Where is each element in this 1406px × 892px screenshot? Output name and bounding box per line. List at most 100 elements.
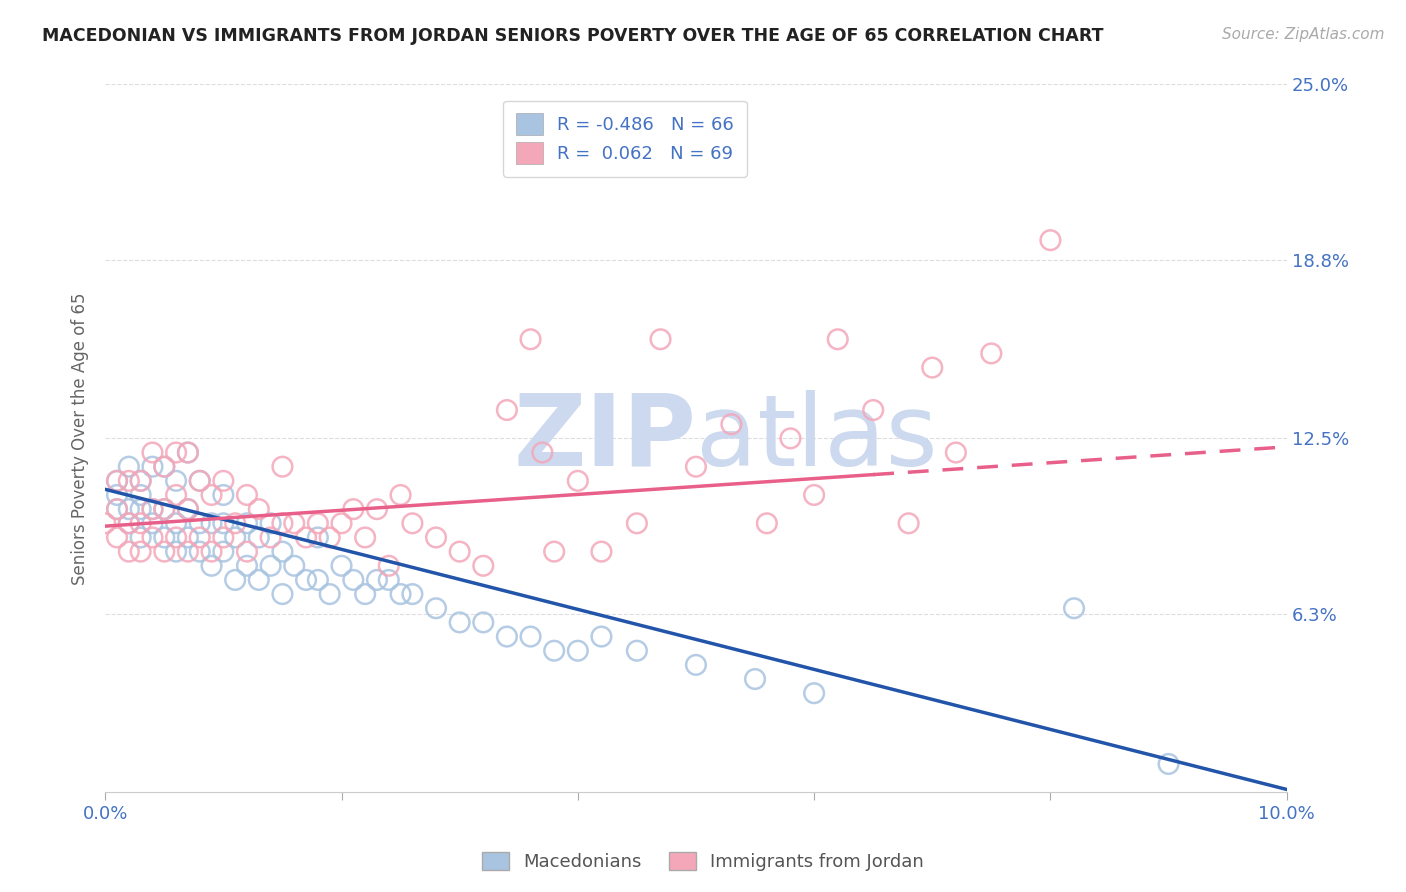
Point [271,544,294,558]
Point [129,488,152,502]
Point [247,531,270,545]
Point [153,531,176,545]
Point [543,544,565,558]
Point [153,459,176,474]
Point [129,531,152,545]
Point [129,544,152,558]
Point [519,630,541,644]
Point [165,445,187,459]
Point [1063,601,1085,615]
Point [496,403,519,417]
Point [247,573,270,587]
Point [342,573,364,587]
Point [212,516,235,531]
Point [354,531,377,545]
Point [153,544,176,558]
Point [212,544,235,558]
Point [921,360,943,375]
Point [200,558,222,573]
Point [744,672,766,686]
Point [165,516,187,531]
Point [366,502,388,516]
Point [354,587,377,601]
Point [401,516,423,531]
Point [283,516,305,531]
Point [118,544,141,558]
Point [271,516,294,531]
Point [224,516,246,531]
Point [105,488,128,502]
Point [567,474,589,488]
Point [307,573,329,587]
Point [271,459,294,474]
Point [472,558,495,573]
Point [827,332,849,346]
Point [129,474,152,488]
Point [177,502,200,516]
Point [141,502,163,516]
Point [755,516,778,531]
Point [94,516,117,531]
Point [105,502,128,516]
Point [389,587,412,601]
Point [118,459,141,474]
Point [307,531,329,545]
Point [118,502,141,516]
Point [496,630,519,644]
Point [224,531,246,545]
Point [295,573,318,587]
Point [259,558,281,573]
Point [118,516,141,531]
Point [236,488,259,502]
Point [342,502,364,516]
Point [389,488,412,502]
Point [200,516,222,531]
Point [543,644,565,658]
Point [118,474,141,488]
Point [212,474,235,488]
Point [236,544,259,558]
Point [259,531,281,545]
Point [165,531,187,545]
Point [236,558,259,573]
Point [165,544,187,558]
Point [519,332,541,346]
Point [259,516,281,531]
Point [449,544,471,558]
Y-axis label: Seniors Poverty Over the Age of 65: Seniors Poverty Over the Age of 65 [72,292,89,584]
Legend: Macedonians, Immigrants from Jordan: Macedonians, Immigrants from Jordan [475,845,931,879]
Point [188,531,211,545]
Point [366,573,388,587]
Point [1157,756,1180,771]
Point [105,474,128,488]
Point [200,544,222,558]
Point [129,474,152,488]
Point [236,516,259,531]
Point [177,544,200,558]
Point [720,417,742,432]
Point [626,644,648,658]
Point [141,531,163,545]
Point [330,558,353,573]
Point [591,544,613,558]
Point [567,644,589,658]
Point [188,474,211,488]
Point [105,474,128,488]
Point [165,474,187,488]
Point [318,587,340,601]
Point [283,558,305,573]
Point [803,488,825,502]
Point [449,615,471,630]
Point [141,459,163,474]
Point [531,445,554,459]
Point [330,516,353,531]
Legend: R = -0.486   N = 66, R =  0.062   N = 69: R = -0.486 N = 66, R = 0.062 N = 69 [503,101,747,178]
Text: atlas: atlas [696,390,938,487]
Point [141,516,163,531]
Point [945,445,967,459]
Point [295,531,318,545]
Point [177,531,200,545]
Point [307,516,329,531]
Point [212,488,235,502]
Point [685,459,707,474]
